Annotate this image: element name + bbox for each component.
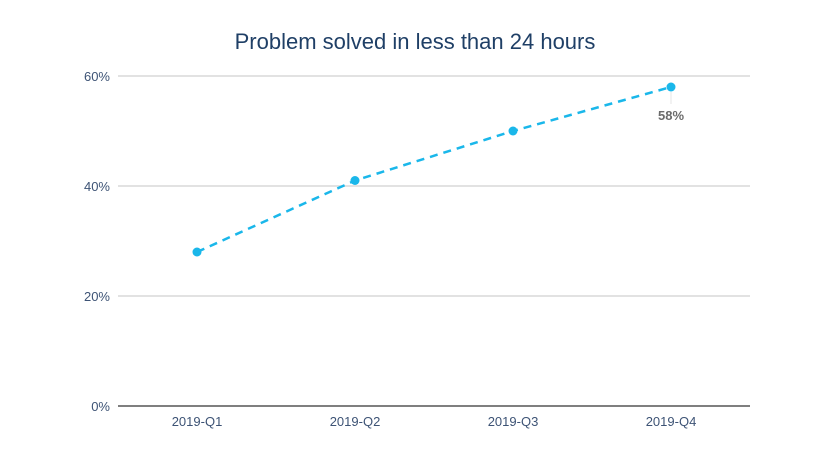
data-point[interactable] xyxy=(666,82,676,92)
data-point[interactable] xyxy=(350,176,360,185)
y-axis-ticks: 0% 20% 40% 60% xyxy=(84,69,110,414)
data-series xyxy=(192,82,676,257)
y-tick-label: 60% xyxy=(84,69,110,84)
data-annotations: 58% xyxy=(658,92,684,123)
y-tick-label: 20% xyxy=(84,289,110,304)
data-point[interactable] xyxy=(508,126,518,136)
y-tick-label: 0% xyxy=(91,399,110,414)
gridlines xyxy=(118,75,750,297)
x-axis-ticks: 2019-Q1 2019-Q2 2019-Q3 2019-Q4 xyxy=(172,414,697,429)
x-tick-label: 2019-Q1 xyxy=(172,414,223,429)
x-tick-label: 2019-Q4 xyxy=(646,414,697,429)
series-line xyxy=(196,85,672,254)
x-tick-label: 2019-Q2 xyxy=(330,414,381,429)
x-tick-label: 2019-Q3 xyxy=(488,414,539,429)
y-tick-label: 40% xyxy=(84,179,110,194)
data-point[interactable] xyxy=(192,247,202,257)
chart-title: Problem solved in less than 24 hours xyxy=(234,29,596,54)
data-label: 58% xyxy=(658,108,684,123)
